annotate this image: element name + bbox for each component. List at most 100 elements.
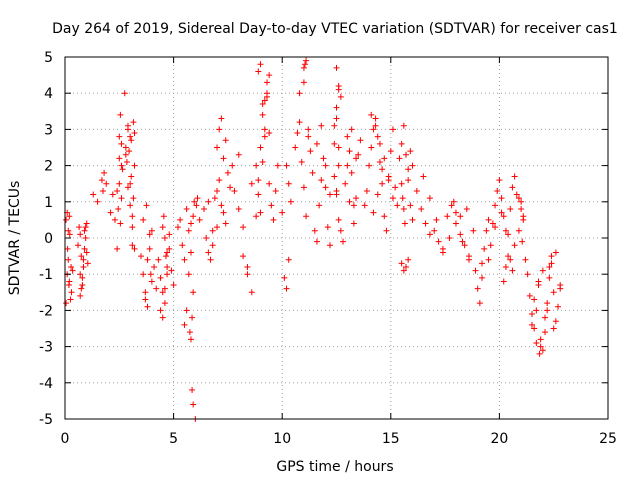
data-point [142, 289, 149, 296]
data-point [407, 148, 414, 155]
data-point [461, 242, 468, 249]
data-point [121, 90, 128, 97]
data-point [485, 216, 492, 223]
data-point [476, 300, 483, 307]
data-point [248, 289, 255, 296]
data-point [279, 209, 286, 216]
data-point [166, 245, 173, 252]
data-point [539, 267, 546, 274]
data-point [474, 285, 481, 292]
data-point [333, 104, 340, 111]
data-point [151, 263, 158, 270]
data-point [481, 245, 488, 252]
data-point [65, 256, 72, 263]
data-point [63, 300, 70, 307]
data-point [387, 148, 394, 155]
data-point [520, 213, 527, 220]
data-point [81, 245, 88, 252]
data-point [220, 155, 227, 162]
data-point [492, 202, 499, 209]
data-point [448, 202, 455, 209]
data-point [209, 242, 216, 249]
data-point [78, 253, 85, 260]
data-point [255, 191, 262, 198]
x-tick-label: 5 [169, 431, 178, 447]
data-point [346, 198, 353, 205]
data-point [405, 256, 412, 263]
data-point [331, 122, 338, 129]
data-point [259, 158, 266, 165]
data-point [122, 144, 129, 151]
data-point [81, 227, 88, 234]
data-point [337, 227, 344, 234]
data-point [266, 72, 273, 79]
data-point [75, 242, 82, 249]
data-point [131, 130, 138, 137]
data-point [498, 195, 505, 202]
data-point [103, 180, 110, 187]
data-point [376, 140, 383, 147]
data-point [546, 263, 553, 270]
data-point [374, 191, 381, 198]
data-point [300, 64, 307, 71]
data-point [118, 140, 125, 147]
data-point [399, 195, 406, 202]
data-point [82, 235, 89, 241]
data-point [146, 245, 153, 252]
data-point [472, 267, 479, 274]
data-point [111, 216, 118, 223]
data-point [544, 300, 551, 307]
data-point [403, 151, 410, 158]
data-point [159, 224, 166, 231]
data-point [496, 177, 503, 184]
data-point [348, 169, 355, 176]
data-point [511, 173, 518, 180]
data-point [147, 271, 154, 278]
data-point [322, 184, 329, 191]
data-point [179, 242, 186, 249]
data-point [189, 314, 196, 321]
data-point [218, 202, 225, 209]
data-point [326, 242, 333, 249]
data-point [131, 162, 138, 169]
data-point [222, 220, 229, 227]
data-point [470, 227, 477, 234]
data-point [548, 253, 555, 260]
data-point [500, 213, 507, 220]
data-point [257, 61, 264, 68]
y-tick-label: 1 [44, 195, 53, 211]
data-point [181, 321, 188, 328]
data-point [79, 282, 86, 289]
data-point [227, 184, 234, 191]
data-point [542, 314, 549, 321]
data-point [146, 231, 153, 238]
data-point [166, 231, 173, 238]
data-point [483, 227, 490, 234]
data-point [368, 144, 375, 151]
grid-lines [65, 57, 608, 419]
data-point [191, 198, 198, 205]
data-point [128, 173, 135, 180]
data-point [552, 318, 559, 325]
data-point [218, 115, 225, 122]
data-point [357, 137, 364, 144]
data-point [194, 195, 201, 202]
data-point [131, 245, 138, 252]
data-point [368, 111, 375, 118]
data-point [142, 296, 149, 303]
data-point [370, 126, 377, 133]
data-point [272, 187, 279, 194]
data-point [283, 162, 290, 169]
data-point [100, 187, 107, 194]
data-point [389, 195, 396, 202]
y-tick-label: -4 [39, 376, 53, 392]
data-point [185, 227, 192, 234]
data-point [335, 86, 342, 93]
data-point [268, 202, 275, 209]
data-point [513, 191, 520, 198]
data-point [124, 122, 131, 129]
data-point [287, 198, 294, 205]
data-point [398, 260, 405, 267]
data-point [463, 206, 470, 213]
data-point [401, 220, 408, 227]
